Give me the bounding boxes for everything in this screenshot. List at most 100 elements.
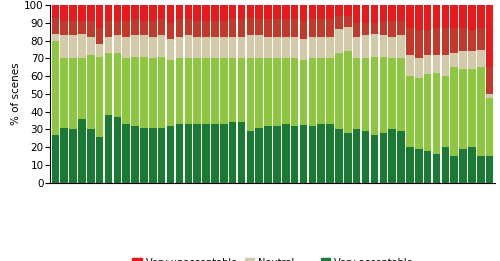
Bar [122,21,130,37]
Bar [344,16,352,27]
Bar [78,21,86,34]
Bar [300,39,308,60]
Bar [380,21,387,35]
Bar [194,58,201,124]
Bar [167,60,174,126]
Bar [264,19,272,37]
Bar [229,122,236,183]
Bar [398,131,405,183]
Bar [238,58,245,122]
Bar [415,30,422,58]
Bar [388,37,396,58]
Bar [78,119,86,183]
Bar [238,122,245,183]
Bar [442,55,449,76]
Bar [335,129,343,183]
Bar [70,129,77,183]
Bar [335,53,343,129]
Bar [370,23,378,34]
Bar [211,21,218,37]
Bar [264,126,272,183]
Bar [149,5,156,21]
Bar [344,27,352,51]
Bar [132,126,139,183]
Bar [220,37,228,58]
Bar [149,58,156,128]
Bar [211,37,218,58]
Bar [176,124,183,183]
Bar [158,35,166,57]
Bar [60,58,68,128]
Bar [300,21,308,39]
Bar [318,5,325,19]
Bar [380,35,387,57]
Bar [477,156,484,183]
Bar [52,18,59,34]
Bar [388,21,396,37]
Bar [167,5,174,23]
Bar [238,19,245,37]
Bar [104,21,112,37]
Bar [229,5,236,19]
Bar [468,69,475,147]
Bar [398,58,405,131]
Bar [273,37,280,58]
Bar [167,39,174,60]
Bar [318,124,325,183]
Bar [140,5,147,21]
Bar [158,5,166,19]
Bar [380,5,387,21]
Bar [326,58,334,124]
Bar [460,5,467,28]
Bar [70,35,77,58]
Bar [308,58,316,126]
Bar [202,58,210,124]
Bar [370,135,378,183]
Bar [442,28,449,55]
Bar [477,50,484,67]
Bar [477,67,484,156]
Bar [52,34,59,41]
Bar [362,23,370,35]
Bar [202,5,210,21]
Bar [60,21,68,35]
Bar [78,58,86,119]
Legend: Very unacceptable, Unacceptable, Neutral, Acceptable, Very acceptable: Very unacceptable, Unacceptable, Neutral… [130,256,414,261]
Bar [149,128,156,183]
Bar [415,78,422,149]
Bar [140,57,147,128]
Bar [442,76,449,147]
Bar [70,21,77,35]
Bar [184,19,192,35]
Bar [362,131,370,183]
Bar [424,55,432,74]
Bar [370,5,378,23]
Bar [52,5,59,18]
Bar [264,58,272,126]
Bar [398,5,405,21]
Bar [96,5,104,28]
Bar [114,5,121,21]
Bar [450,67,458,156]
Bar [424,151,432,183]
Bar [282,5,290,19]
Bar [442,147,449,183]
Bar [184,58,192,124]
Bar [114,117,121,183]
Bar [256,19,263,35]
Bar [211,124,218,183]
Bar [256,5,263,19]
Bar [122,5,130,21]
Bar [432,55,440,73]
Bar [220,124,228,183]
Bar [362,35,370,58]
Bar [220,5,228,21]
Bar [282,58,290,124]
Bar [87,5,94,21]
Bar [158,128,166,183]
Bar [432,5,440,28]
Bar [486,156,494,183]
Bar [477,5,484,28]
Bar [468,5,475,30]
Bar [184,35,192,58]
